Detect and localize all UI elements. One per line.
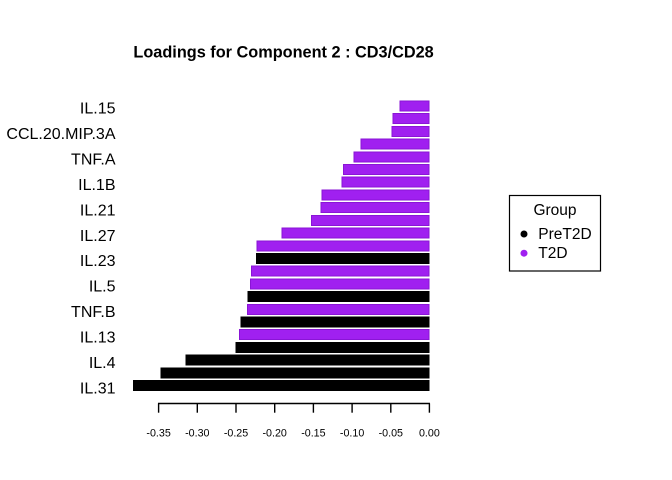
svg-text:IL.4: IL.4 <box>89 355 116 372</box>
svg-text:T2D: T2D <box>538 245 567 262</box>
svg-text:-0.10: -0.10 <box>340 428 364 440</box>
svg-text:-0.30: -0.30 <box>185 428 209 440</box>
svg-text:PreT2D: PreT2D <box>538 226 591 243</box>
svg-text:-0.35: -0.35 <box>146 428 170 440</box>
svg-text:IL.13: IL.13 <box>80 329 116 346</box>
svg-text:CCL.20.MIP.3A: CCL.20.MIP.3A <box>6 126 115 143</box>
svg-text:IL.31: IL.31 <box>80 380 116 397</box>
svg-text:TNF.A: TNF.A <box>71 152 116 169</box>
svg-text:-0.15: -0.15 <box>301 428 325 440</box>
svg-text:IL.15: IL.15 <box>80 101 116 118</box>
svg-text:IL.1B: IL.1B <box>78 177 115 194</box>
svg-text:Group: Group <box>533 202 576 219</box>
svg-text:IL.21: IL.21 <box>80 202 116 219</box>
svg-text:0.00: 0.00 <box>419 428 440 440</box>
svg-text:-0.05: -0.05 <box>379 428 403 440</box>
svg-text:IL.27: IL.27 <box>80 228 116 245</box>
svg-text:TNF.B: TNF.B <box>71 304 115 321</box>
svg-text:IL.5: IL.5 <box>89 279 116 296</box>
svg-text:IL.23: IL.23 <box>80 253 116 270</box>
svg-text:-0.25: -0.25 <box>224 428 248 440</box>
svg-text:Loadings for Component 2 : CD3: Loadings for Component 2 : CD3/CD28 <box>133 43 433 61</box>
svg-text:-0.20: -0.20 <box>263 428 287 440</box>
